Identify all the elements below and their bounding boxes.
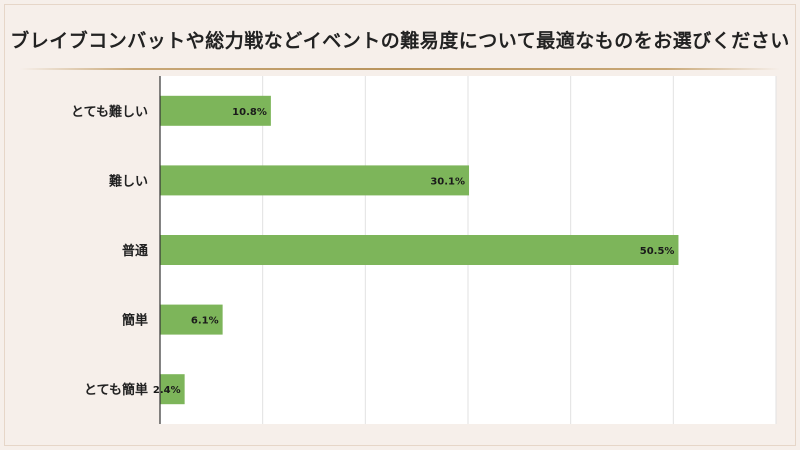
bar xyxy=(160,374,185,405)
bar xyxy=(160,165,470,196)
bar xyxy=(160,235,679,265)
category-label: とても難しい xyxy=(71,104,148,120)
category-label: 簡単 xyxy=(121,313,148,329)
data-label: 2.4% xyxy=(153,385,181,396)
category-label: とても簡単 xyxy=(84,382,148,398)
category-label: 普通 xyxy=(122,243,148,259)
title-divider xyxy=(20,68,780,70)
data-label: 30.1% xyxy=(430,176,465,187)
chart-title: ブレイブコンバットや総力戦などイベントの難易度について最適なものをお選びください xyxy=(10,30,790,52)
bar xyxy=(160,95,271,126)
data-label: 50.5% xyxy=(640,246,675,257)
data-label: 10.8% xyxy=(232,107,267,118)
category-label: 難しい xyxy=(109,173,148,189)
bar xyxy=(160,304,223,335)
data-label: 6.1% xyxy=(191,316,219,327)
